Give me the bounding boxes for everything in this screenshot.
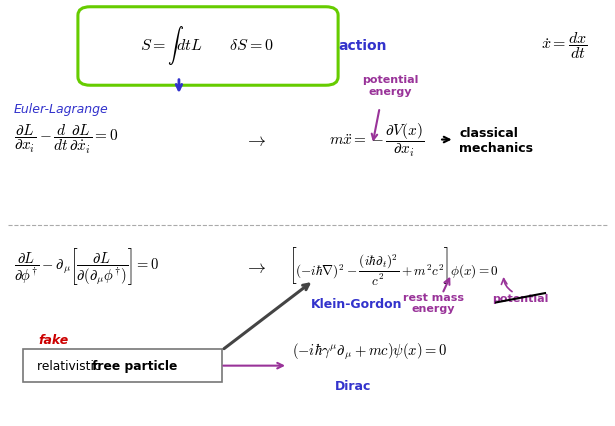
Text: relativistic: relativistic — [37, 359, 105, 372]
Text: $(-i\hbar\gamma^{\mu}\partial_{\mu} + mc)\psi(x) = 0$: $(-i\hbar\gamma^{\mu}\partial_{\mu} + mc… — [292, 340, 447, 361]
Text: $S = \int dt L \quad\quad \delta S = 0$: $S = \int dt L \quad\quad \delta S = 0$ — [140, 24, 274, 67]
Text: $\rightarrow$: $\rightarrow$ — [244, 131, 266, 149]
Text: $\dot{x} = \dfrac{dx}{dt}$: $\dot{x} = \dfrac{dx}{dt}$ — [541, 30, 588, 61]
Text: action: action — [338, 39, 387, 53]
Text: fake: fake — [38, 334, 68, 346]
Text: classical
mechanics: classical mechanics — [459, 126, 533, 154]
Text: $m\ddot{x} = -\dfrac{\partial V(x)}{\partial x_i}$: $m\ddot{x} = -\dfrac{\partial V(x)}{\par… — [329, 121, 424, 159]
Text: $\rightarrow$: $\rightarrow$ — [244, 258, 266, 276]
Text: $\left[(-i\hbar\nabla)^2 - \dfrac{(i\hbar\partial_t)^2}{c^2} + m^2c^2\right]\phi: $\left[(-i\hbar\nabla)^2 - \dfrac{(i\hba… — [289, 245, 499, 286]
Text: $\dfrac{\partial L}{\partial x_i} - \dfrac{d}{dt}\dfrac{\partial L}{\partial \do: $\dfrac{\partial L}{\partial x_i} - \dfr… — [14, 122, 118, 155]
FancyBboxPatch shape — [78, 8, 338, 86]
Text: free particle: free particle — [92, 359, 177, 372]
Text: potential
energy: potential energy — [362, 75, 418, 97]
Text: potential: potential — [493, 294, 549, 303]
Text: $\dfrac{\partial L}{\partial \phi^{\dagger}} - \partial_{\mu}\left[\dfrac{\parti: $\dfrac{\partial L}{\partial \phi^{\dagg… — [14, 245, 159, 286]
Text: rest mass
energy: rest mass energy — [402, 292, 464, 314]
Text: Dirac: Dirac — [335, 379, 371, 392]
Text: Euler-Lagrange: Euler-Lagrange — [14, 103, 108, 116]
FancyBboxPatch shape — [23, 349, 222, 382]
Text: Klein-Gordon: Klein-Gordon — [311, 297, 402, 311]
